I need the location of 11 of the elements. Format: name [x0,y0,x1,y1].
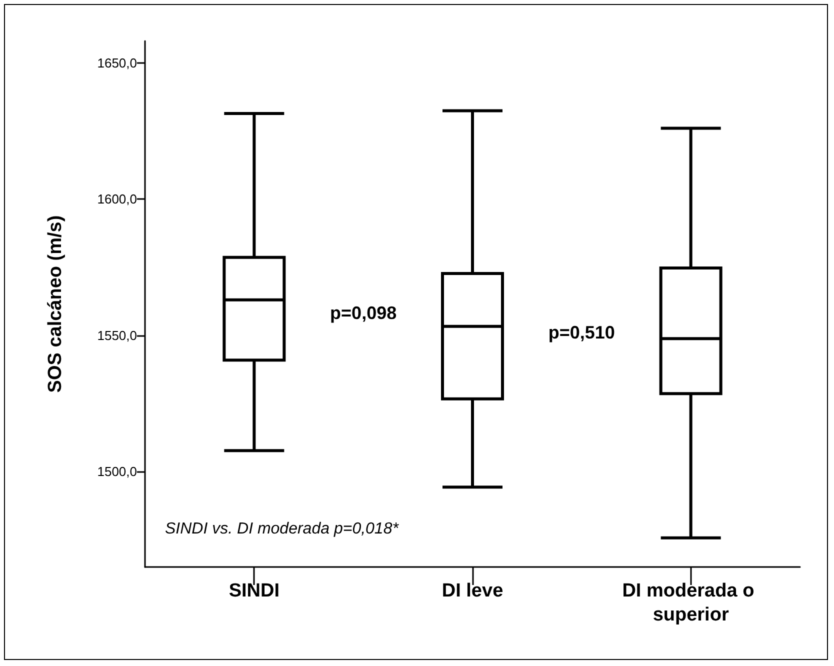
y-tick-label: 1600,0 [97,192,137,207]
y-tick-label: 1650,0 [97,55,137,70]
annotation: p=0,098 [330,303,397,324]
annotation: p=0,510 [548,322,615,342]
y-tick-label: 1550,0 [97,328,137,343]
x-tick-label: SINDI [228,580,280,602]
x-tick-label: DI leve [442,580,504,602]
annotation: SINDI vs. DI moderada p=0,018* [165,520,400,538]
y-tick-label: 1500,0 [97,464,137,480]
y-axis-title: SOS calcáneo (m/s) [45,215,66,393]
x-tick-label: DI moderada o superior [622,580,760,626]
